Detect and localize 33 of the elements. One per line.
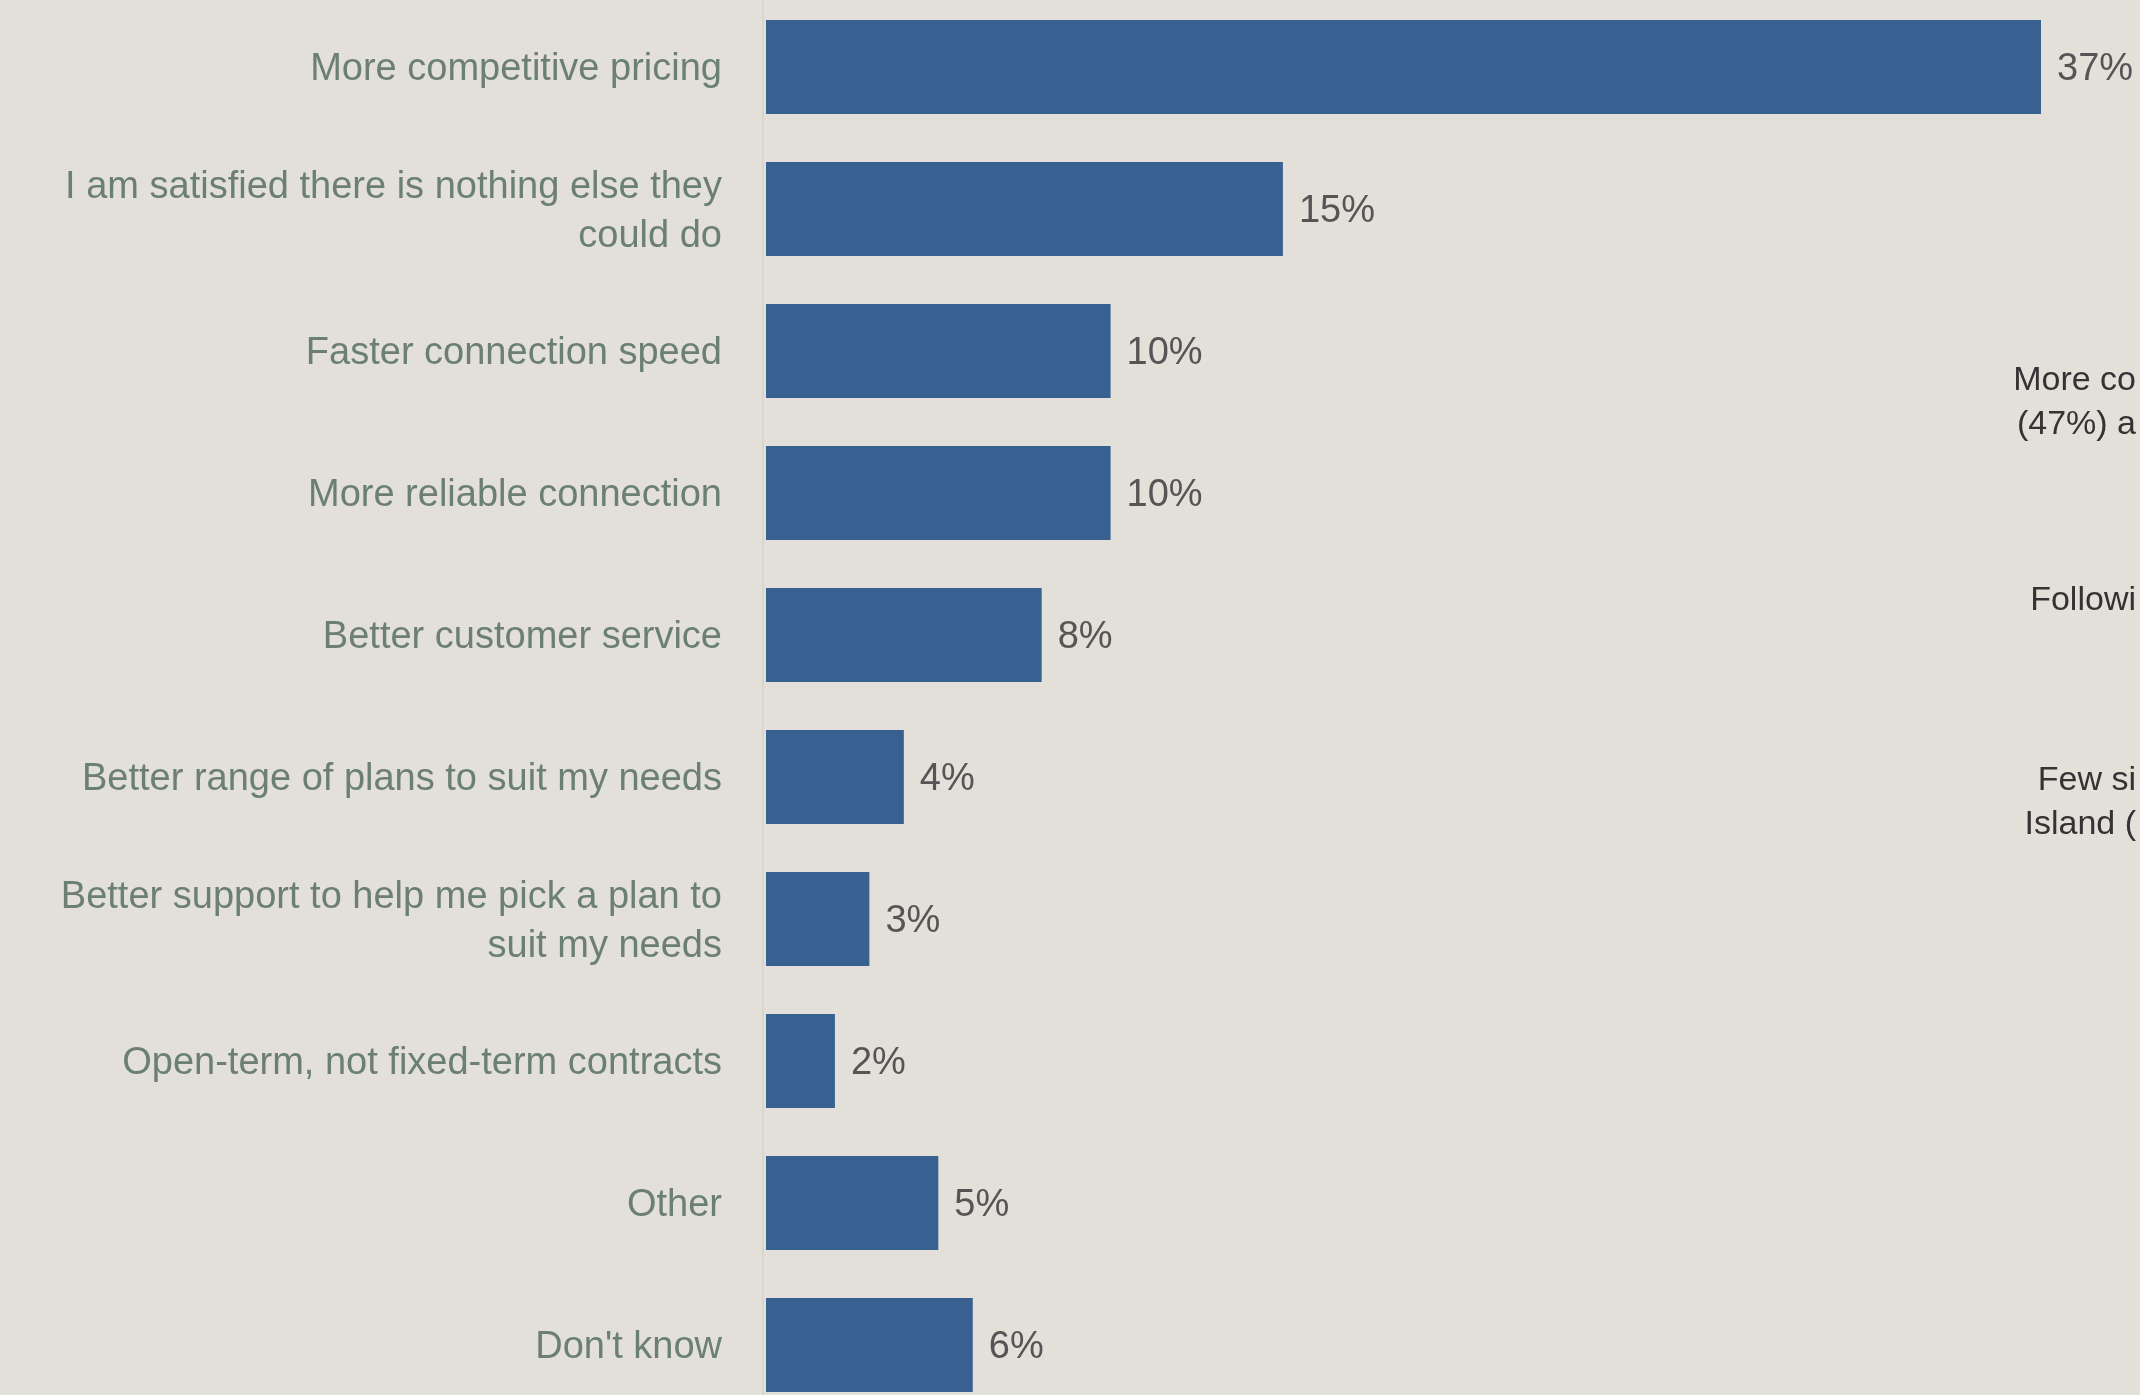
- bar: [766, 730, 904, 824]
- bar: [766, 1298, 973, 1392]
- data-label: 37%: [2057, 46, 2134, 89]
- bar: [766, 588, 1042, 682]
- y-tick-label: Faster connection speed: [305, 330, 722, 373]
- bar: [766, 304, 1111, 398]
- y-tick-label: Better customer service: [322, 614, 722, 657]
- data-label: 3%: [885, 898, 941, 941]
- annotation: More co (47%) a: [2013, 359, 2137, 441]
- data-label: 2%: [850, 1040, 906, 1083]
- data-label: 4%: [919, 756, 975, 799]
- data-label: 15%: [1298, 188, 1375, 231]
- y-tick-label: Better support to help me pick a plan to suit my needs: [60, 873, 722, 965]
- bar: [766, 1156, 939, 1250]
- data-label: 10%: [1126, 472, 1203, 515]
- data-label: 5%: [954, 1182, 1010, 1225]
- data-label: 8%: [1057, 614, 1113, 657]
- annotation: Few si Island (: [2024, 759, 2137, 841]
- y-tick-label: More competitive pricing: [310, 46, 722, 89]
- y-tick-label: I am satisfied there is nothing else they could do: [65, 163, 722, 255]
- y-tick-label: Better range of plans to suit my needs: [81, 756, 722, 799]
- bar: [766, 446, 1111, 540]
- bar: [766, 20, 2041, 114]
- annotation: Followi: [2030, 579, 2136, 617]
- y-tick-label: Open-term, not fixed-term contracts: [122, 1040, 722, 1083]
- y-tick-label: Don't know: [535, 1324, 723, 1367]
- data-label: 10%: [1126, 330, 1203, 373]
- y-tick-label: Other: [626, 1182, 723, 1225]
- bar: [766, 1014, 835, 1108]
- bar: [766, 872, 870, 966]
- y-tick-label: More reliable connection: [307, 472, 722, 515]
- bar: [766, 162, 1283, 256]
- data-label: 6%: [988, 1324, 1044, 1367]
